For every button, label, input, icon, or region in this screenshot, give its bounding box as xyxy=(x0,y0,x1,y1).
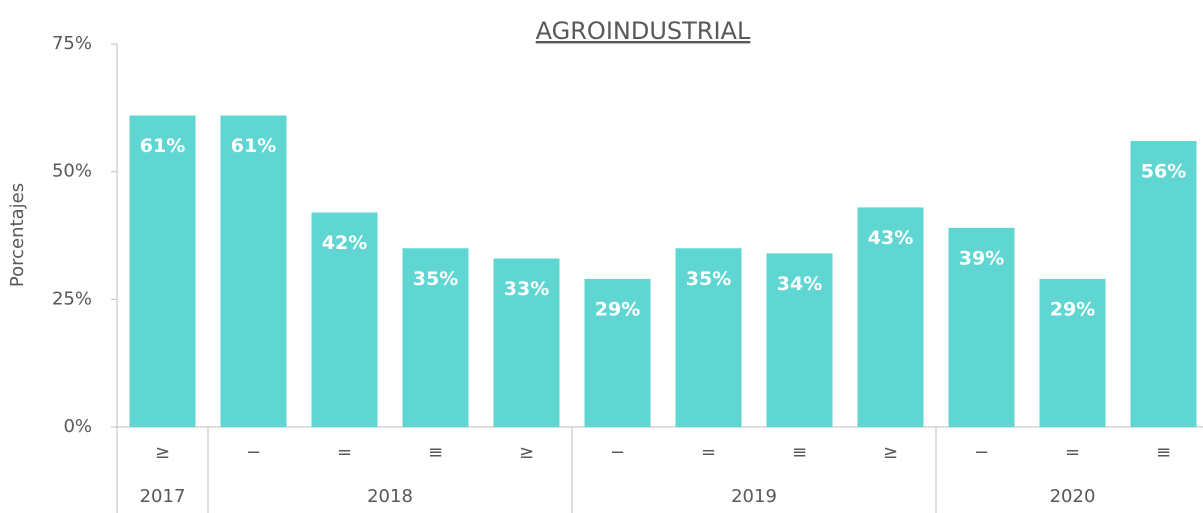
y-tick-label: 0% xyxy=(63,416,92,437)
bar xyxy=(220,115,287,427)
x-tick-label: = xyxy=(1065,442,1080,463)
value-label: 43% xyxy=(868,227,913,249)
bar xyxy=(766,253,833,427)
x-tick-label: ≥ xyxy=(883,442,898,463)
y-axis-label: Porcentajes xyxy=(7,183,28,287)
bar xyxy=(857,207,924,427)
value-label: 39% xyxy=(959,247,1004,269)
x-tick-label: ≡ xyxy=(428,442,443,463)
y-tick-label: 50% xyxy=(52,161,92,182)
bar xyxy=(1039,278,1106,427)
x-tick-label: ≥ xyxy=(155,442,170,463)
y-tick-label: 75% xyxy=(52,33,92,54)
bar xyxy=(584,278,651,427)
bar xyxy=(493,258,560,427)
x-tick-label: ≡ xyxy=(1156,442,1171,463)
bar xyxy=(129,115,196,427)
y-tick-label: 25% xyxy=(52,288,92,309)
x-group-label: 2018 xyxy=(367,486,413,507)
x-group-label: 2017 xyxy=(140,486,186,507)
value-label: 34% xyxy=(777,273,822,295)
value-label: 61% xyxy=(140,135,185,157)
value-label: 35% xyxy=(686,268,731,290)
bar xyxy=(311,212,378,427)
value-label: 61% xyxy=(231,135,276,157)
x-group-label: 2020 xyxy=(1050,486,1096,507)
bar xyxy=(948,227,1015,427)
x-tick-label: ≡ xyxy=(792,442,807,463)
x-group-label: 2019 xyxy=(731,486,777,507)
value-label: 29% xyxy=(1050,298,1095,320)
x-tick-label: = xyxy=(701,442,716,463)
x-tick-label: − xyxy=(610,442,625,463)
value-label: 33% xyxy=(504,278,549,300)
bar xyxy=(675,248,742,427)
x-tick-label: ≥ xyxy=(519,442,534,463)
value-label: 56% xyxy=(1141,161,1186,183)
bar xyxy=(402,248,469,427)
value-label: 35% xyxy=(413,268,458,290)
bar xyxy=(1130,141,1197,427)
value-label: 29% xyxy=(595,298,640,320)
value-label: 42% xyxy=(322,232,367,254)
x-tick-label: = xyxy=(337,442,352,463)
x-tick-label: − xyxy=(974,442,989,463)
x-tick-label: − xyxy=(246,442,261,463)
chart-title: AGROINDUSTRIAL xyxy=(536,17,751,45)
